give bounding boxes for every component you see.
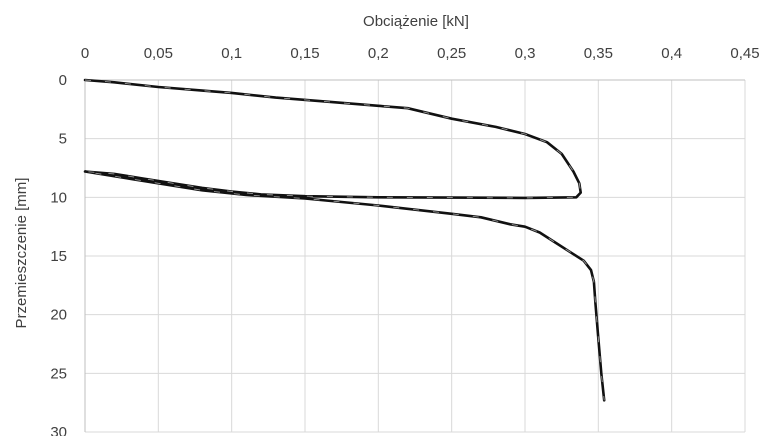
- y-tick-label: 15: [50, 248, 67, 265]
- y-tick-label: 10: [50, 189, 67, 206]
- x-axis-title: Obciążenie [kN]: [363, 13, 469, 30]
- y-tick-label: 30: [50, 424, 67, 436]
- series-line-highlight: [84, 79, 605, 401]
- y-tick-label: 5: [59, 131, 67, 148]
- x-tick-label: 0,25: [437, 45, 466, 62]
- x-tick-label: 0,05: [144, 45, 173, 62]
- y-tick-label: 25: [50, 365, 67, 382]
- x-tick-label: 0,35: [584, 45, 613, 62]
- x-tick-label: 0,2: [368, 45, 389, 62]
- x-tick-label: 0,4: [661, 45, 682, 62]
- series-lines: [83, 78, 606, 402]
- y-tick-labels: 0 5 10 15 20 25 30: [50, 72, 67, 436]
- y-tick-label: 0: [59, 72, 67, 89]
- y-axis-title: Przemieszczenie [mm]: [13, 178, 30, 329]
- x-tick-label: 0: [81, 45, 89, 62]
- x-tick-label: 0,15: [290, 45, 319, 62]
- y-tick-label: 20: [50, 307, 67, 324]
- series-line: [83, 78, 606, 402]
- gridlines: [84, 79, 746, 433]
- x-tick-label: 0,1: [221, 45, 242, 62]
- x-tick-label: 0,3: [515, 45, 536, 62]
- x-tick-labels: 0 0,05 0,1 0,15 0,2 0,25 0,3 0,35 0,4 0,45: [81, 45, 760, 62]
- x-tick-label: 0,45: [730, 45, 759, 62]
